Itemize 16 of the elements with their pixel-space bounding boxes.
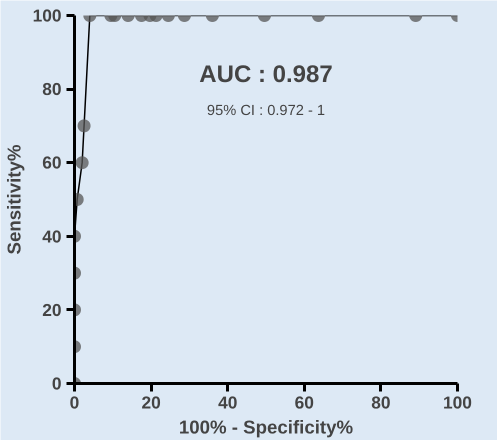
x-tick-label: 40 (218, 392, 238, 412)
annotation: 95% CI : 0.972 - 1 (206, 103, 326, 120)
y-axis-title: Sensitivity% (4, 144, 25, 254)
x-tick-label: 100 (443, 392, 472, 412)
y-tick-label: 100 (32, 6, 62, 26)
y-tick-label: 20 (42, 300, 62, 320)
x-tick-label: 80 (371, 392, 391, 412)
annotation: AUC : 0.987 (199, 60, 333, 88)
y-tick-label: 60 (42, 152, 62, 173)
x-axis-title: 100% - Specificity% (178, 416, 354, 438)
x-tick-label: 60 (294, 392, 314, 412)
x-tick-label: 20 (141, 392, 161, 412)
y-tick-label: 40 (42, 226, 62, 246)
x-tick-label: 0 (70, 392, 80, 412)
y-tick-label: 0 (52, 374, 62, 394)
y-tick-label: 80 (42, 79, 62, 100)
